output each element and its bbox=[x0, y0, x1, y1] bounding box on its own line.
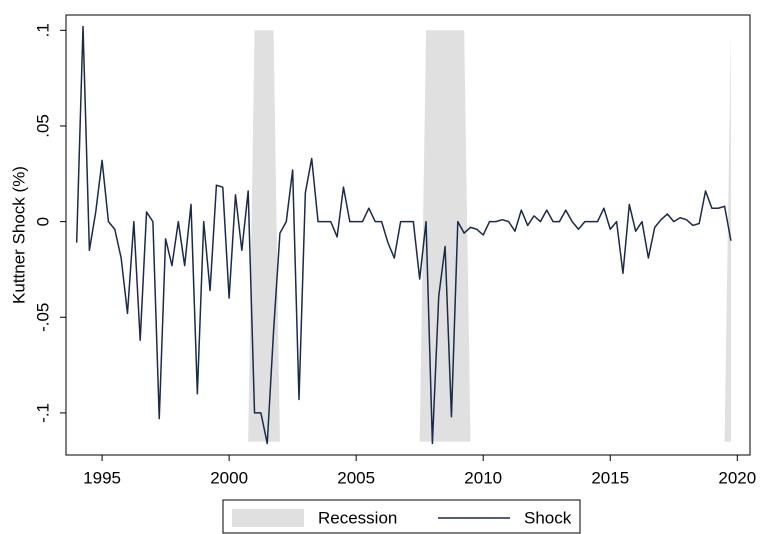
line bbox=[75, 25, 732, 445]
y-axis-label: Kuttner Shock (%) bbox=[9, 166, 28, 304]
x-tick-label: 1995 bbox=[83, 468, 121, 487]
y-tick-label: -.1 bbox=[33, 403, 52, 423]
x-tick-label: 2015 bbox=[591, 468, 629, 487]
area bbox=[248, 30, 731, 442]
x-tick-label: 2010 bbox=[464, 468, 502, 487]
x-tick-label: 2005 bbox=[337, 468, 375, 487]
x-tick-label: 2020 bbox=[718, 468, 756, 487]
y-tick-label: .05 bbox=[33, 114, 52, 138]
legend-label: Recession bbox=[318, 508, 397, 527]
y-tick-label: 0 bbox=[33, 217, 52, 226]
legend: Recession Shock bbox=[222, 499, 581, 534]
y-tick-label: .1 bbox=[33, 23, 52, 37]
x-tick-label: 2000 bbox=[210, 468, 248, 487]
legend-swatch bbox=[232, 509, 304, 527]
legend-label: Shock bbox=[524, 508, 572, 527]
y-tick-label: -.05 bbox=[33, 303, 52, 332]
plot-frame bbox=[65, 14, 751, 456]
